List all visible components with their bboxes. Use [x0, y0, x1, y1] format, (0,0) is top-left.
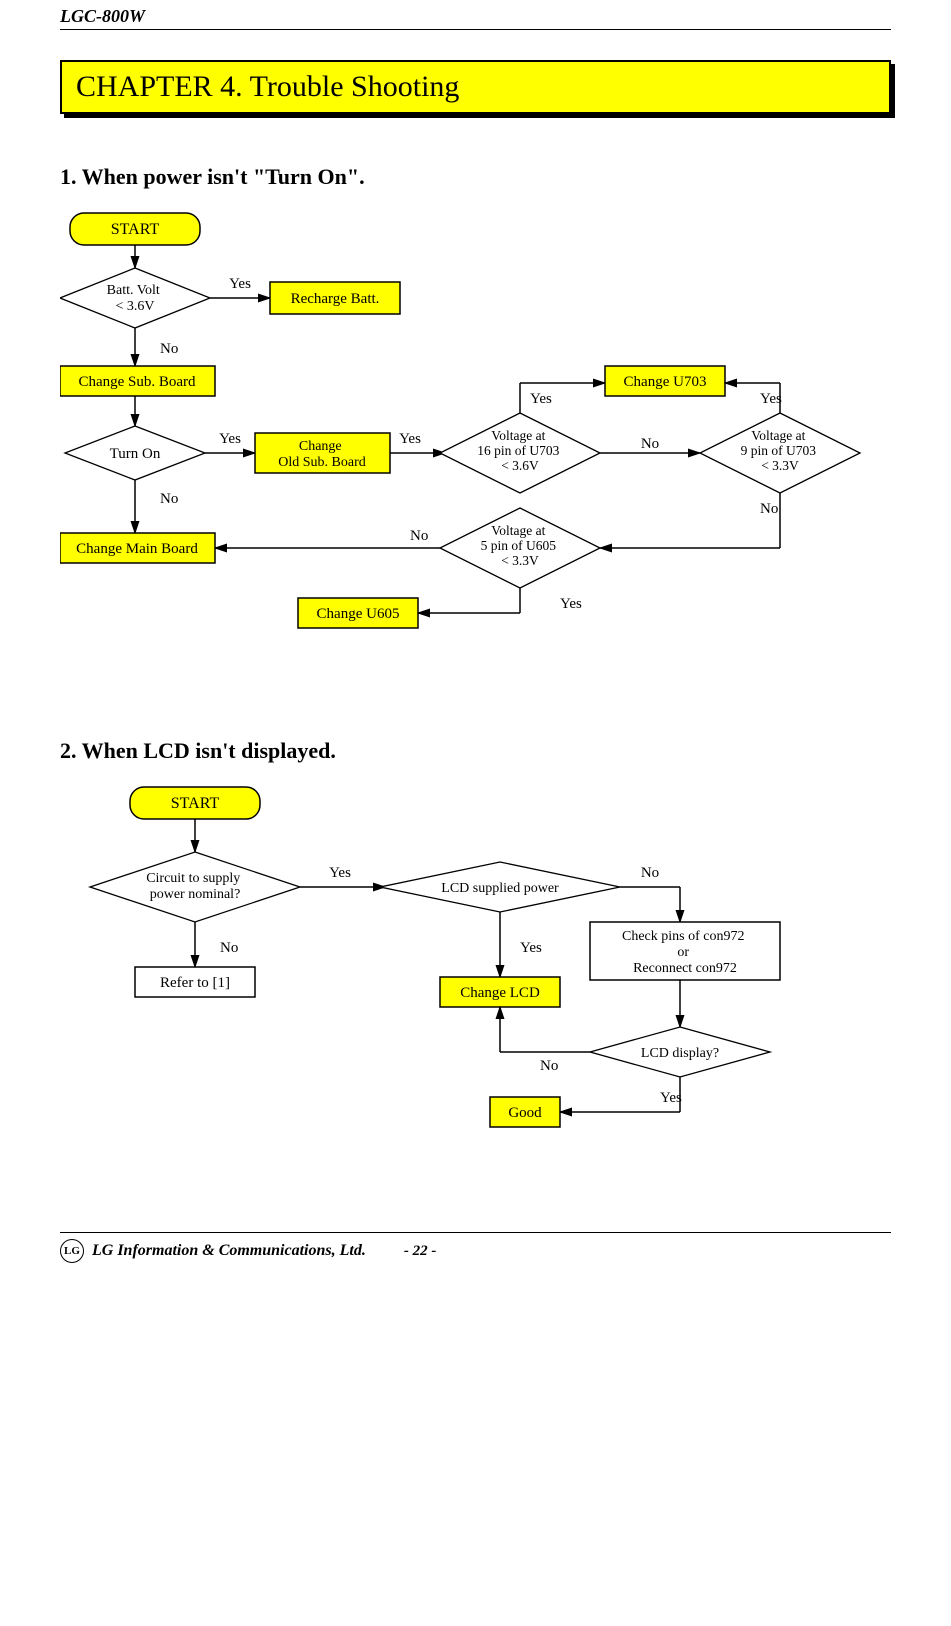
svg-text:Yes: Yes	[520, 940, 542, 956]
footer-company: LG Information & Communications, Ltd.	[92, 1242, 366, 1260]
svg-text:Yes: Yes	[660, 1090, 682, 1106]
node-v16: Voltage at 16 pin of U703 < 3.6V	[440, 413, 600, 493]
svg-text:No: No	[160, 341, 178, 357]
svg-text:Yes: Yes	[530, 391, 552, 407]
svg-text:Yes: Yes	[229, 276, 251, 292]
svg-text:Yes: Yes	[399, 431, 421, 447]
node-good: Good	[490, 1097, 560, 1127]
node-change-sub: Change Sub. Board	[60, 366, 215, 396]
svg-text:Yes: Yes	[760, 391, 782, 407]
header-rule	[60, 29, 891, 30]
footer: LG LG Information & Communications, Ltd.…	[60, 1232, 891, 1263]
svg-text:No: No	[641, 436, 659, 452]
node-recharge: Recharge Batt.	[270, 282, 400, 314]
flowchart-1: START Batt. Volt < 3.6V Yes Recharge Bat…	[60, 208, 891, 688]
chapter-title: CHAPTER 4. Trouble Shooting	[60, 60, 891, 114]
node-refer: Refer to [1]	[135, 967, 255, 997]
svg-text:No: No	[160, 491, 178, 507]
node-batt-volt: Batt. Volt < 3.6V	[60, 268, 210, 328]
svg-text:LCD supplied power: LCD supplied power	[441, 881, 559, 896]
svg-text:Yes: Yes	[329, 865, 351, 881]
section2-title: 2. When LCD isn't displayed.	[60, 738, 891, 764]
svg-text:Circuit to supply powe: Circuit to supply power nominal?	[146, 871, 244, 902]
svg-text:Change U605: Change U605	[317, 606, 400, 622]
svg-text:No: No	[540, 1058, 558, 1074]
node-change-u703: Change U703	[605, 366, 725, 396]
node-lcd-display: LCD display?	[590, 1027, 770, 1077]
node-circuit: Circuit to supply power nominal?	[90, 852, 300, 922]
svg-text:No: No	[760, 501, 778, 517]
node-change-main: Change Main Board	[60, 533, 215, 563]
lg-logo-icon: LG	[60, 1239, 84, 1263]
header-model: LGC-800W	[60, 0, 891, 29]
svg-text:No: No	[220, 940, 238, 956]
svg-text:Change U703: Change U703	[624, 374, 707, 390]
section1-title: 1. When power isn't "Turn On".	[60, 164, 891, 190]
svg-text:Change Main Board: Change Main Board	[76, 541, 198, 557]
node-change-u605: Change U605	[298, 598, 418, 628]
node-start: START	[70, 213, 200, 245]
node-change-lcd: Change LCD	[440, 977, 560, 1007]
node-turn-on: Turn On	[65, 426, 205, 480]
svg-text:Turn On: Turn On	[110, 446, 161, 462]
svg-text:Refer to [1]: Refer to [1]	[160, 975, 230, 991]
node-check-pins: Check pins of con972 or Reconnect con972	[590, 922, 780, 980]
svg-text:START: START	[111, 221, 160, 238]
node-v5: Voltage at 5 pin of U605 < 3.3V	[440, 508, 600, 588]
footer-page: - 22 -	[404, 1243, 437, 1260]
node-v9: Voltage at 9 pin of U703 < 3.3V	[700, 413, 860, 493]
svg-text:No: No	[641, 865, 659, 881]
svg-text:Change LCD: Change LCD	[460, 985, 540, 1001]
svg-text:Good: Good	[508, 1105, 542, 1121]
svg-text:Yes: Yes	[219, 431, 241, 447]
svg-text:No: No	[410, 528, 428, 544]
node-change-old-sub: Change Old Sub. Board	[255, 433, 390, 473]
svg-text:Recharge Batt.: Recharge Batt.	[291, 291, 380, 307]
svg-text:Change Sub. Board: Change Sub. Board	[78, 374, 196, 390]
svg-text:LCD display?: LCD display?	[641, 1046, 719, 1061]
node-lcd-power: LCD supplied power	[380, 862, 620, 912]
node-start2: START	[130, 787, 260, 819]
svg-text:START: START	[171, 795, 220, 812]
svg-text:Yes: Yes	[560, 596, 582, 612]
flowchart-2: START Circuit to supply power nominal? Y…	[60, 782, 820, 1182]
